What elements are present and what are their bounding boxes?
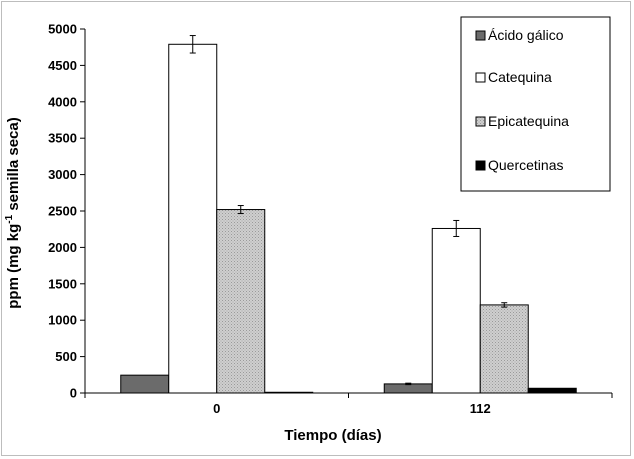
bar — [120, 374, 170, 394]
y-axis-title-main: ppm (mg kg — [5, 224, 22, 309]
legend-label: Catequina — [488, 69, 552, 85]
legend-label: Ácido gálico — [488, 27, 564, 43]
bar — [431, 227, 481, 394]
y-tick-label: 5000 — [48, 22, 77, 37]
y-tick-label: 4000 — [48, 94, 77, 109]
y-tick-label: 3000 — [48, 167, 77, 182]
y-tick-label: 4500 — [48, 58, 77, 73]
bar — [527, 387, 577, 394]
bar-series — [120, 43, 577, 394]
y-tick-label: 3500 — [48, 131, 77, 146]
legend-swatch — [475, 116, 486, 127]
y-tick-label: 2500 — [48, 204, 77, 219]
y-tick-label: 500 — [55, 349, 77, 364]
legend-label: Quercetinas — [488, 157, 563, 173]
x-tick-label: 112 — [470, 401, 491, 416]
bar — [479, 304, 529, 394]
bar — [216, 209, 266, 394]
bar — [383, 383, 433, 394]
y-axis-title: ppm (mg kg-1 semilla seca) — [4, 117, 22, 308]
y-axis-title-rest: semilla seca) — [5, 117, 22, 215]
x-axis: 0 112 — [84, 392, 613, 416]
chart-legend: Ácido gálico Catequina Epicatequina Quercet… — [460, 16, 611, 192]
y-tick-label: 2000 — [48, 240, 77, 255]
legend-swatch — [475, 30, 486, 41]
legend-swatch — [475, 72, 486, 83]
y-tick-label: 1000 — [48, 313, 77, 328]
legend-swatch — [475, 160, 486, 171]
bar — [264, 391, 314, 394]
y-axis: 0 500 1000 1500 2000 2500 3000 3500 4000 4500 5000 — [48, 22, 86, 401]
x-axis-title: Tiempo (días) — [284, 427, 381, 444]
error-bars — [189, 35, 508, 386]
legend-label: Epicatequina — [488, 113, 569, 129]
y-tick-label: 1500 — [48, 276, 77, 291]
y-axis-title-superscript: -1 — [4, 214, 15, 223]
x-tick-label: 0 — [213, 401, 220, 416]
bar — [168, 43, 218, 394]
y-tick-label: 0 — [70, 386, 77, 401]
legend-box — [460, 16, 611, 192]
